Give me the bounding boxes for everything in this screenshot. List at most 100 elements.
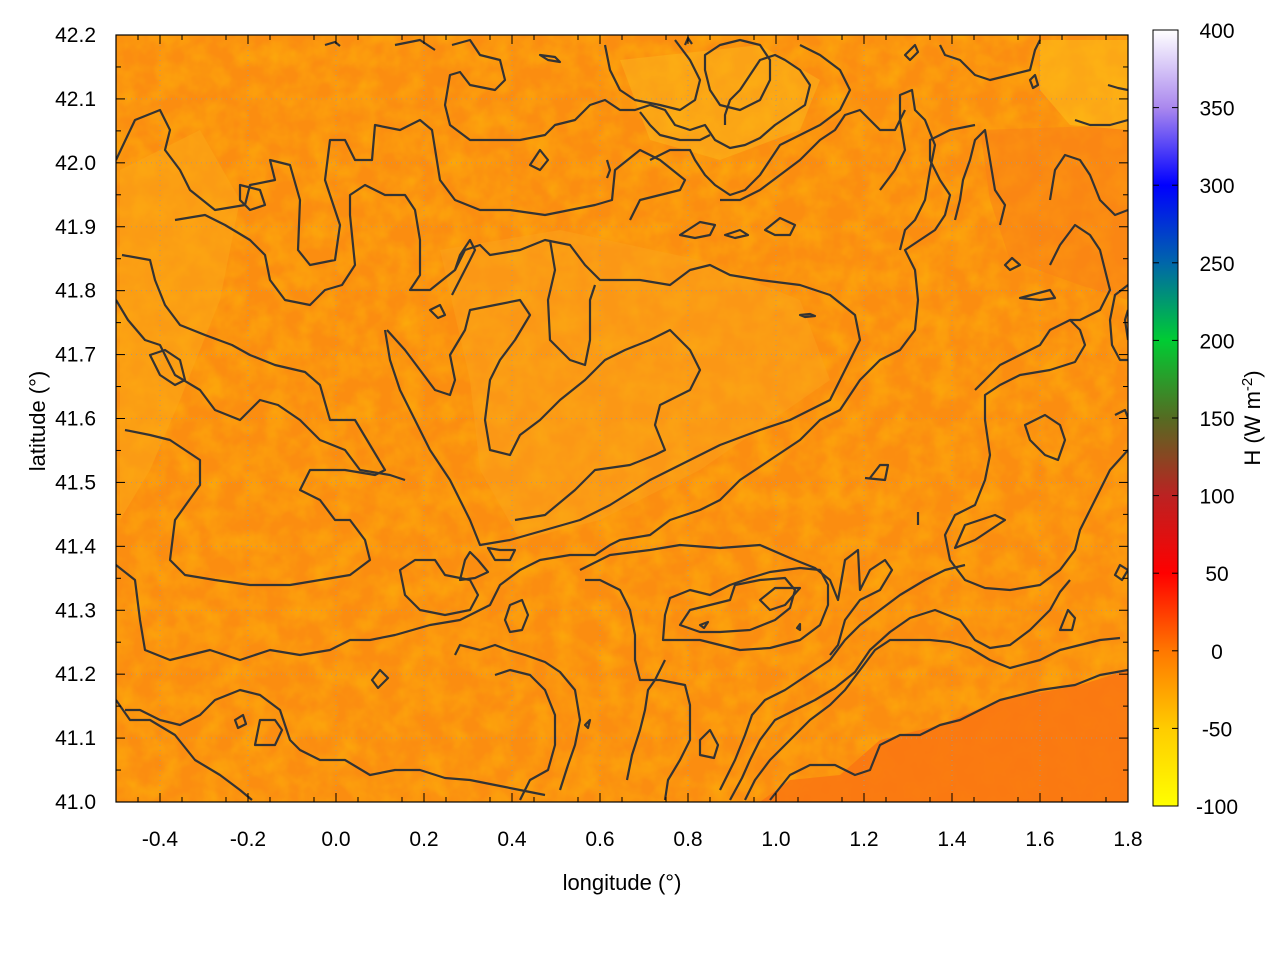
contour-line-16 (458, 550, 490, 582)
colorbar-title-main: H (W m (1240, 391, 1265, 466)
contour-line-56 (605, 159, 612, 179)
contour-line-22 (585, 578, 692, 801)
contour-line-48 (443, 38, 812, 150)
contour-line-73 (394, 38, 436, 51)
y-tick-labels: 41.0 41.1 41.2 41.3 41.4 41.5 41.6 41.7 41.8 41.9… (55, 24, 96, 814)
contour-line-57 (678, 220, 717, 240)
x-tick-label: 0.2 (409, 828, 438, 851)
contour-line-1 (116, 108, 687, 267)
contour-line-37 (1003, 256, 1022, 272)
colorbar-tick-labels: 400 350 300 250 200 150 100 50 0 -50 -100 (1196, 20, 1238, 819)
contour-line-24 (661, 566, 830, 652)
contour-line-3 (116, 299, 406, 482)
grid-lines (116, 35, 1128, 802)
contour-line-11 (125, 688, 546, 797)
y-tick-label: 42.0 (55, 152, 96, 175)
contour-line-44 (879, 88, 937, 251)
contour-line-9 (116, 123, 976, 662)
x-tick-label: 1.6 (1025, 828, 1054, 851)
contour-line-50 (639, 111, 711, 142)
colorbar-tick-label: 400 (1199, 20, 1234, 43)
contour-line-12 (253, 718, 284, 747)
x-tick-label: 1.4 (937, 828, 967, 851)
y-tick-label: 41.4 (55, 535, 96, 558)
field-warm-northeast (980, 125, 1128, 300)
colorbar-tick-label: 350 (1199, 98, 1234, 121)
y-tick-label: 41.6 (55, 408, 96, 431)
y-tick-label: 41.0 (55, 791, 96, 814)
contour-line-8 (546, 239, 597, 367)
contour-line-6 (428, 303, 447, 320)
colorbar-tick-label: 0 (1211, 641, 1223, 664)
contour-line-28 (719, 563, 966, 791)
colorbar-tick-label: -50 (1202, 718, 1232, 741)
contour-line-63 (939, 39, 1041, 82)
contour-line-58 (723, 228, 750, 240)
y-tick-label: 41.3 (55, 599, 96, 622)
contour-line-32 (1058, 608, 1077, 632)
colorbar-tick-label: 150 (1199, 408, 1234, 431)
field-cool-topright (1040, 40, 1128, 130)
contour-line-52 (649, 44, 852, 197)
x-tick-labels: -0.4 -0.2 0.0 0.2 0.4 0.6 0.8 1.0 1.2 1.4 1.6 1.8 (142, 828, 1143, 851)
y-tick-label: 42.2 (55, 24, 96, 47)
contour-line-2 (121, 253, 387, 587)
colorbar: 400 350 300 250 200 150 100 50 0 -50 -100 H (W m-2… (1152, 20, 1265, 819)
x-tick-label: -0.2 (230, 828, 266, 851)
contour-line-23 (625, 659, 666, 781)
contour-line-66 (148, 348, 187, 387)
contour-line-10 (116, 699, 253, 801)
colorbar-title-close: ) (1240, 370, 1265, 377)
contour-line-42 (1114, 408, 1128, 419)
y-tick-label: 41.7 (55, 344, 96, 367)
y-tick-label: 41.5 (55, 471, 96, 494)
contour-line-62 (903, 43, 920, 62)
contour-line-29 (729, 579, 1071, 801)
contour-line-19 (486, 546, 517, 562)
contour-line-5 (386, 298, 702, 522)
colorbar-tick-label: -100 (1196, 796, 1238, 819)
contour-line-54 (528, 148, 550, 172)
contour-line-68 (583, 718, 592, 730)
contour-line-55 (538, 53, 562, 64)
colorbar-title-superscript: -2 (1239, 378, 1256, 391)
contour-line-71 (324, 40, 341, 47)
contour-line-69 (698, 620, 710, 630)
contour-line-36 (1023, 413, 1067, 462)
contour-line-70 (795, 622, 802, 632)
contour-line-53 (720, 108, 906, 202)
x-axis-title: longitude (°) (563, 870, 682, 895)
x-tick-label: 0.8 (673, 828, 702, 851)
contour-line-14 (370, 668, 390, 690)
contour-line-4 (174, 183, 862, 547)
contour-line-30 (744, 636, 1121, 801)
x-tick-label: 0.0 (321, 828, 350, 851)
x-tick-label: 0.6 (585, 828, 614, 851)
contour-line-17 (503, 598, 530, 634)
y-tick-label: 41.2 (55, 663, 96, 686)
x-tick-label: -0.4 (142, 828, 179, 851)
x-tick-label: 1.8 (1113, 828, 1142, 851)
contour-line-7 (451, 238, 477, 296)
colorbar-tick-label: 50 (1205, 563, 1228, 586)
x-tick-label: 1.2 (849, 828, 878, 851)
contour-line-51 (703, 38, 772, 112)
contour-line-26 (758, 586, 802, 612)
contour-line-13 (233, 713, 248, 730)
colorbar-tick-label: 100 (1199, 486, 1234, 509)
y-axis-title: latitude (°) (25, 371, 50, 472)
y-tick-label: 41.9 (55, 216, 96, 239)
contour-line-46 (1048, 153, 1128, 217)
contour-lines (116, 36, 1128, 801)
contour-line-35 (953, 513, 1007, 550)
contour-line-49 (603, 39, 702, 112)
contour-line-20 (494, 668, 557, 801)
x-tick-label: 1.0 (761, 828, 790, 851)
contour-line-59 (763, 216, 797, 237)
axis-ticks (116, 34, 1129, 803)
contour-line-41 (1123, 309, 1128, 341)
contour-line-21 (579, 543, 894, 656)
colorbar-tick-label: 300 (1199, 175, 1234, 198)
y-tick-label: 41.8 (55, 280, 96, 303)
